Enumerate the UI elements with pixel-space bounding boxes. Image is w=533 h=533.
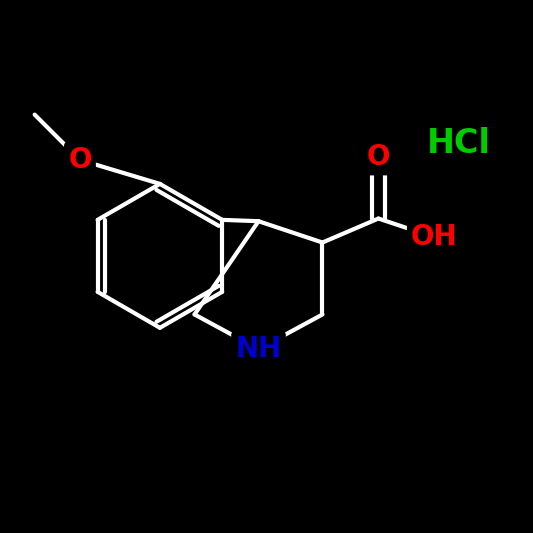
Text: HCl: HCl: [426, 127, 490, 160]
Text: NH: NH: [236, 335, 281, 363]
Text: O: O: [367, 143, 390, 171]
Text: OH: OH: [411, 223, 458, 251]
Text: O: O: [68, 146, 92, 174]
